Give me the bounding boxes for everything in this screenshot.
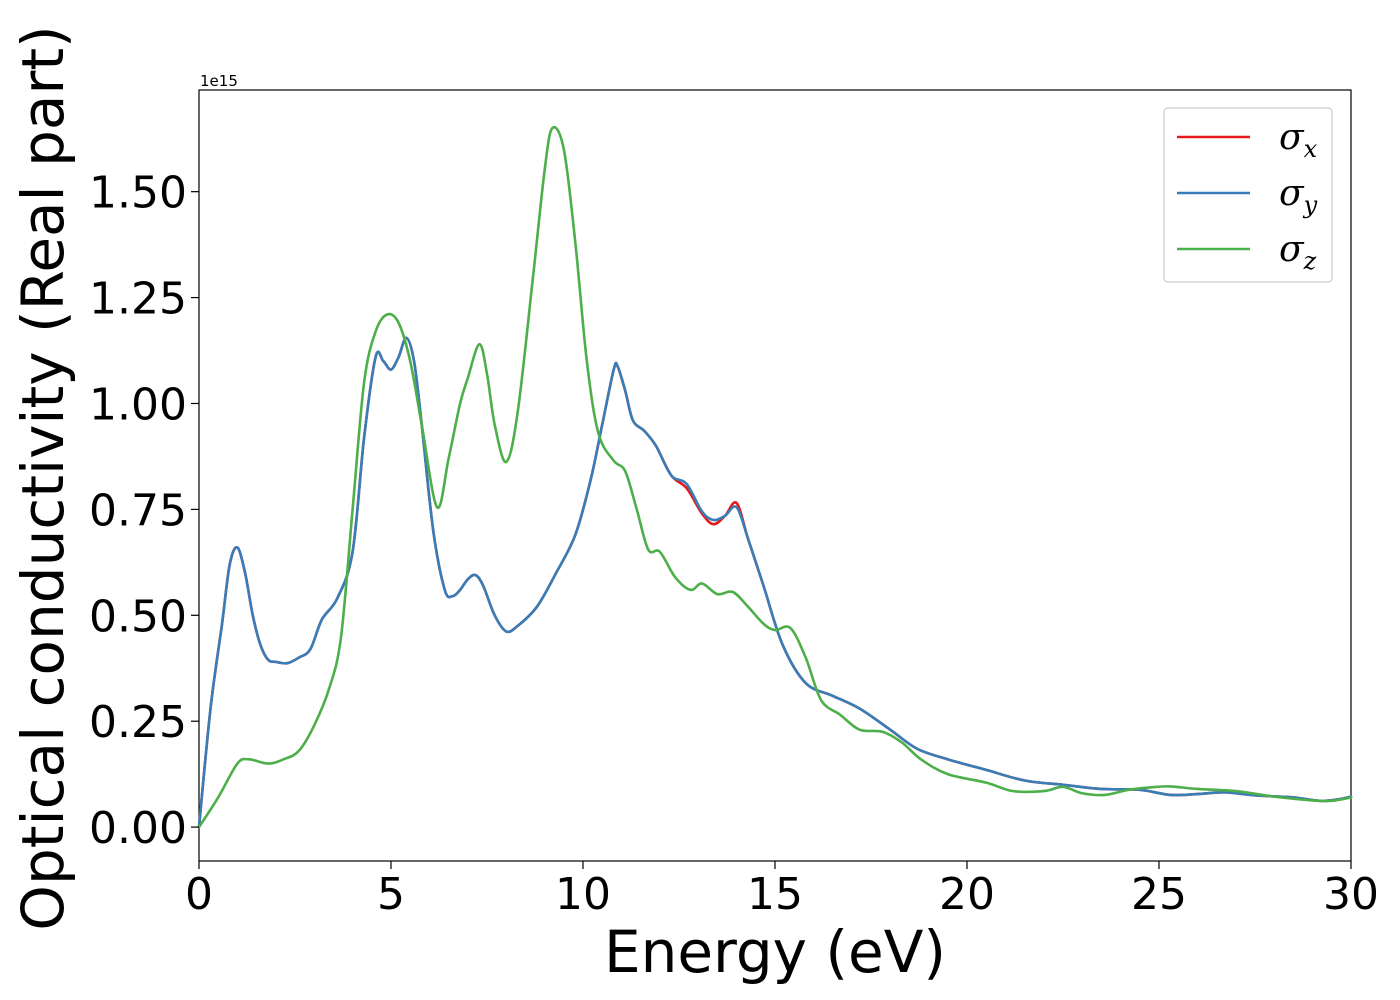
y-tick-label: 0.50 (89, 591, 187, 642)
y-tick-label: 0.00 (89, 803, 187, 854)
x-tick-label: 0 (185, 869, 213, 920)
legend-box (1163, 107, 1333, 283)
x-tick-label: 5 (377, 869, 405, 920)
x-tick-label: 20 (939, 869, 995, 920)
legend-label-x: σx (1279, 117, 1318, 163)
x-tick-label: 25 (1131, 869, 1187, 920)
y-tick-label: 1.50 (89, 168, 187, 219)
legend-label-y: σy (1279, 173, 1318, 219)
x-tick-label: 30 (1323, 869, 1379, 920)
y-tick-label: 0.25 (89, 697, 187, 748)
x-tick-label: 10 (555, 869, 611, 920)
x-axis-ticks: 0 5 10 15 20 25 30 (185, 861, 1379, 920)
series-line-y (197, 336, 1353, 829)
y-axis-ticks: 0.00 0.25 0.50 0.75 1.00 1.25 1.50 (89, 168, 199, 854)
y-axis-title: Optical conductivity (Real part) (9, 25, 77, 930)
y-tick-label: 1.00 (89, 379, 187, 430)
legend: σx σy σz (1163, 107, 1333, 283)
x-axis-title: Energy (eV) (604, 918, 946, 986)
series-layer (197, 125, 1353, 829)
legend-entries: σx σy σz (1177, 117, 1318, 275)
y-axis-offset-label: 1e15 (200, 72, 238, 90)
y-tick-label: 0.75 (89, 485, 187, 536)
x-tick-label: 15 (747, 869, 803, 920)
series-line-z (197, 125, 1353, 829)
legend-label-z: σz (1279, 229, 1317, 275)
y-tick-label: 1.25 (89, 274, 187, 325)
